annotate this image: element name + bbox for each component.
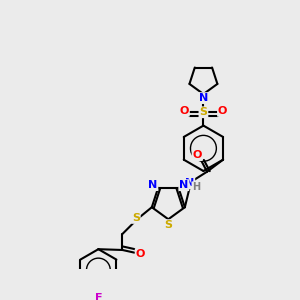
- Text: O: O: [193, 150, 202, 160]
- Text: H: H: [192, 182, 200, 192]
- Text: O: O: [218, 106, 227, 116]
- Text: S: S: [200, 107, 207, 117]
- Text: S: S: [164, 220, 172, 230]
- Text: O: O: [136, 249, 145, 259]
- Text: O: O: [179, 106, 189, 116]
- Text: S: S: [132, 213, 140, 223]
- Text: N: N: [148, 180, 158, 190]
- Text: N: N: [185, 178, 194, 188]
- Text: F: F: [94, 292, 102, 300]
- Text: N: N: [199, 93, 208, 103]
- Text: N: N: [179, 180, 188, 190]
